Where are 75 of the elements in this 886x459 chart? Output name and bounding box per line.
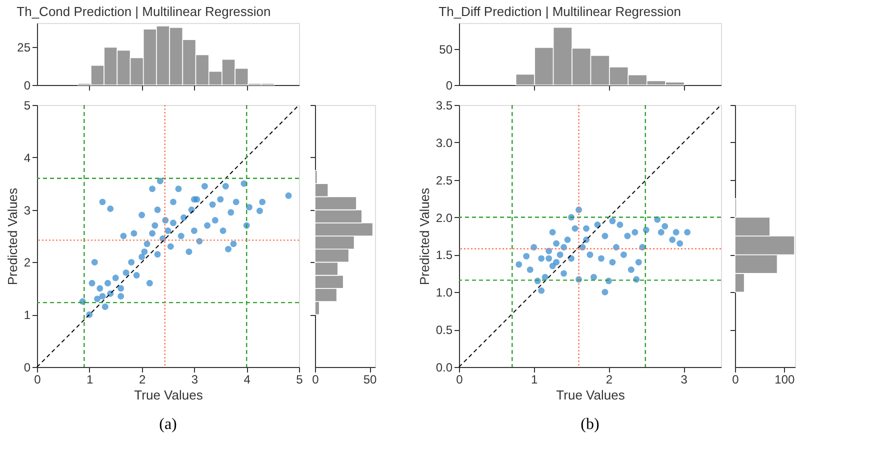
text: (b): [580, 416, 600, 433]
point: [526, 266, 534, 273]
x-tick-label: 2: [606, 372, 613, 386]
x-tick-label: 0: [34, 372, 42, 386]
point: [624, 232, 631, 240]
y-tick-label: 1: [24, 308, 31, 322]
point: [538, 255, 545, 262]
chart-title: Th_Diff Prediction | Multilinear Regression: [438, 4, 681, 19]
x-axis-title: True Values: [134, 388, 204, 402]
y-tick-label: 3.0: [436, 136, 453, 150]
point: [669, 236, 676, 243]
y-axis-title: Predicted Values: [416, 187, 432, 286]
y-tick-label: 50: [439, 42, 453, 56]
point: [546, 248, 552, 254]
x-tick-label: 100: [774, 372, 796, 386]
point: [549, 229, 556, 236]
chart-title: Th_Cond Prediction | Multilinear Regression: [16, 4, 271, 19]
point: [542, 274, 548, 280]
point: [598, 255, 604, 262]
x-tick-label: 0: [732, 372, 740, 386]
y-tick-label: 0: [24, 360, 31, 374]
point: [602, 288, 608, 296]
x-tick-label: 0: [456, 372, 464, 386]
x-tick-label: 2: [138, 372, 146, 386]
x-tick-label: 1: [531, 372, 538, 386]
point: [553, 240, 560, 247]
y-tick-label: 2: [24, 256, 31, 270]
point: [616, 222, 624, 228]
y-tick-label: 5: [24, 98, 31, 112]
point: [609, 218, 616, 224]
point: [635, 258, 642, 266]
y-tick-label: 4: [24, 150, 31, 165]
y-tick-label: 3: [24, 203, 31, 218]
point: [546, 255, 552, 262]
point: [590, 274, 597, 280]
x-tick-label: 4: [244, 372, 251, 386]
point: [556, 251, 564, 258]
x-tick-label: 3: [191, 372, 198, 386]
x-tick-label: 50: [363, 372, 378, 386]
point: [676, 240, 684, 247]
y-tick-label: 1.0: [436, 286, 453, 300]
point: [620, 251, 627, 258]
y-tick-label: 0.5: [436, 323, 453, 338]
text: (a): [159, 416, 177, 433]
point: [658, 229, 664, 236]
x-tick-label: 0: [312, 372, 320, 386]
point: [560, 270, 568, 277]
point: [632, 229, 638, 236]
point: [628, 266, 634, 273]
point: [564, 236, 571, 243]
point: [586, 251, 594, 258]
y-tick-label: 0.0: [436, 360, 453, 374]
point: [572, 225, 578, 232]
point: [538, 287, 545, 294]
point: [662, 223, 668, 230]
y-tick-label: 3.5: [436, 98, 453, 112]
point: [609, 258, 616, 266]
point: [523, 252, 530, 260]
y-tick-label: 0: [24, 78, 31, 92]
y-tick-label: 0: [446, 78, 453, 92]
x-axis-title: True Values: [556, 388, 626, 402]
x-tick-label: 3: [680, 372, 688, 386]
point: [516, 261, 522, 268]
y-tick-label: 1.5: [436, 248, 453, 262]
x-tick-label: 5: [296, 372, 304, 386]
point: [672, 229, 680, 236]
point: [684, 229, 691, 236]
y-tick-label: 2.0: [436, 210, 453, 225]
point: [583, 225, 590, 232]
y-tick-label: 25: [17, 40, 31, 55]
x-tick-label: 1: [86, 372, 94, 386]
point: [553, 258, 560, 266]
y-axis-title: Predicted Values: [4, 187, 20, 286]
point: [602, 232, 608, 240]
y-tick-label: 2.5: [436, 173, 453, 188]
